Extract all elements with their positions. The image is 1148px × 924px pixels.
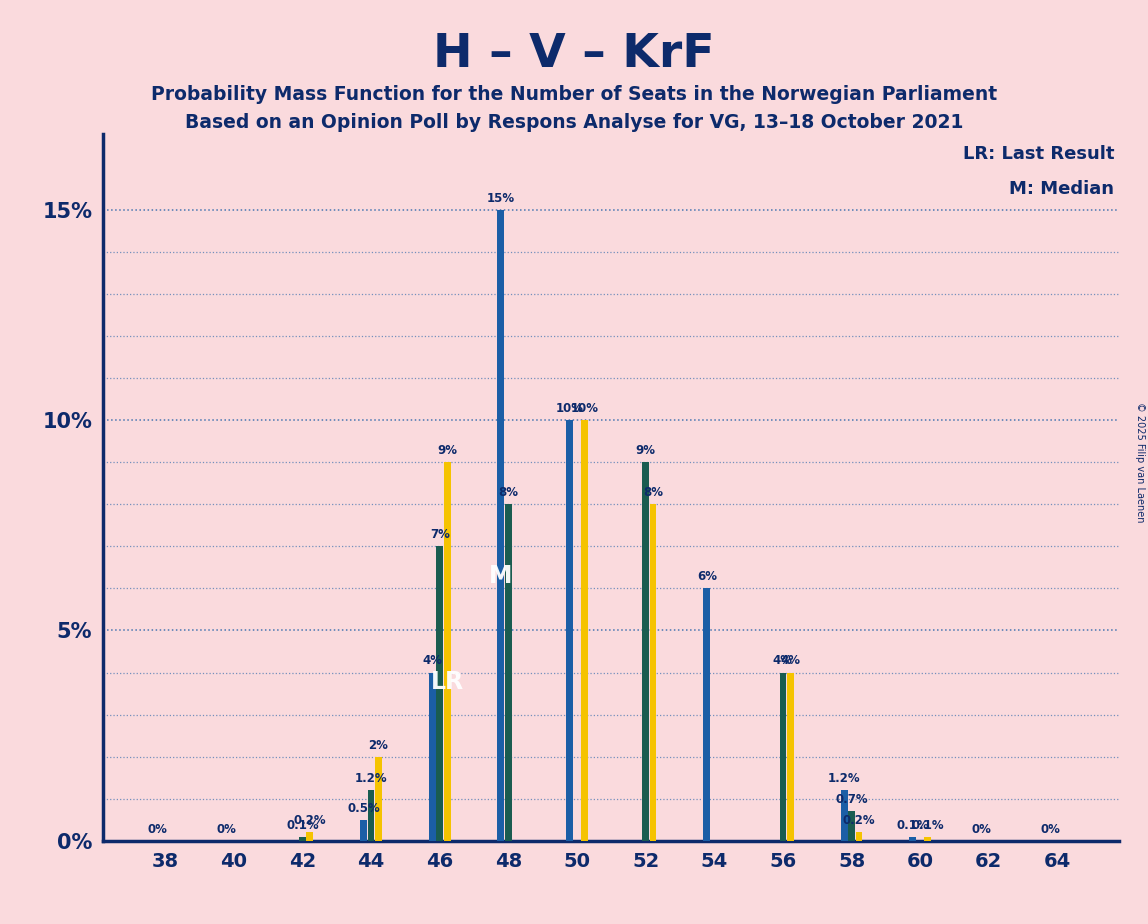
Text: 10%: 10%: [556, 402, 583, 415]
Bar: [779, 673, 786, 841]
Bar: [855, 833, 862, 841]
Text: 0.1%: 0.1%: [897, 819, 929, 832]
Text: LR: LR: [430, 670, 464, 694]
Text: 9%: 9%: [636, 444, 656, 457]
Text: M: Median: M: Median: [1009, 180, 1115, 198]
Bar: [566, 420, 573, 841]
Bar: [924, 836, 931, 841]
Text: 0.1%: 0.1%: [286, 819, 319, 832]
Text: Based on an Opinion Poll by Respons Analyse for VG, 13–18 October 2021: Based on an Opinion Poll by Respons Anal…: [185, 113, 963, 132]
Bar: [497, 210, 504, 841]
Text: 0.1%: 0.1%: [912, 819, 944, 832]
Bar: [848, 811, 855, 841]
Bar: [840, 790, 847, 841]
Text: LR: Last Result: LR: Last Result: [963, 144, 1115, 163]
Text: 8%: 8%: [498, 486, 519, 499]
Bar: [429, 673, 436, 841]
Text: 1.2%: 1.2%: [355, 772, 387, 785]
Text: H – V – KrF: H – V – KrF: [433, 32, 715, 78]
Text: 4%: 4%: [773, 654, 793, 667]
Bar: [375, 757, 382, 841]
Text: 2%: 2%: [369, 738, 388, 751]
Text: 0%: 0%: [971, 822, 992, 836]
Text: 0.7%: 0.7%: [836, 794, 868, 807]
Text: 9%: 9%: [437, 444, 457, 457]
Bar: [581, 420, 588, 841]
Text: 8%: 8%: [643, 486, 664, 499]
Bar: [650, 505, 657, 841]
Bar: [909, 836, 916, 841]
Bar: [298, 836, 305, 841]
Text: 7%: 7%: [429, 529, 450, 541]
Bar: [360, 820, 367, 841]
Text: 0%: 0%: [148, 822, 168, 836]
Text: © 2025 Filip van Laenen: © 2025 Filip van Laenen: [1135, 402, 1145, 522]
Text: 0.2%: 0.2%: [843, 814, 875, 827]
Text: 0.5%: 0.5%: [347, 802, 380, 815]
Text: 4%: 4%: [422, 654, 442, 667]
Bar: [642, 462, 649, 841]
Bar: [786, 673, 793, 841]
Bar: [444, 462, 450, 841]
Bar: [367, 790, 374, 841]
Text: 6%: 6%: [697, 570, 716, 583]
Text: 0.2%: 0.2%: [294, 814, 326, 827]
Bar: [436, 546, 443, 841]
Text: 0%: 0%: [1040, 822, 1060, 836]
Text: 0%: 0%: [216, 822, 236, 836]
Text: 10%: 10%: [571, 402, 598, 415]
Text: 1.2%: 1.2%: [828, 772, 861, 785]
Text: Probability Mass Function for the Number of Seats in the Norwegian Parliament: Probability Mass Function for the Number…: [150, 85, 998, 104]
Text: M: M: [489, 564, 513, 588]
Text: 15%: 15%: [487, 191, 515, 205]
Bar: [505, 505, 512, 841]
Bar: [307, 833, 313, 841]
Text: 4%: 4%: [781, 654, 800, 667]
Bar: [704, 589, 711, 841]
